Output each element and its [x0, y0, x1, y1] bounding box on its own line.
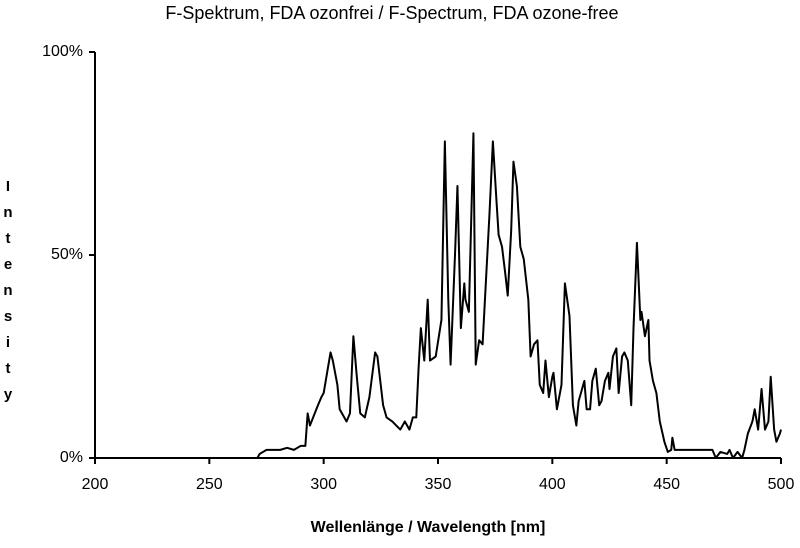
chart-title: F-Spektrum, FDA ozonfrei / F-Spectrum, F… — [165, 3, 618, 23]
x-axis-label: Wellenlänge / Wavelength [nm] — [311, 519, 546, 536]
x-tick-label: 400 — [539, 476, 566, 493]
x-tick-label: 450 — [653, 476, 680, 493]
x-tick-label: 350 — [425, 476, 452, 493]
x-tick-label: 300 — [310, 476, 337, 493]
x-tick-label: 200 — [82, 476, 109, 493]
x-tick-label: 250 — [196, 476, 223, 493]
y-tick-label: 50% — [51, 246, 83, 263]
y-tick-label: 0% — [60, 449, 83, 466]
data-line — [95, 132, 782, 459]
y-tick-label: 100% — [42, 43, 83, 60]
x-tick-label: 500 — [768, 476, 795, 493]
y-axis-label: Intensity — [0, 178, 17, 412]
